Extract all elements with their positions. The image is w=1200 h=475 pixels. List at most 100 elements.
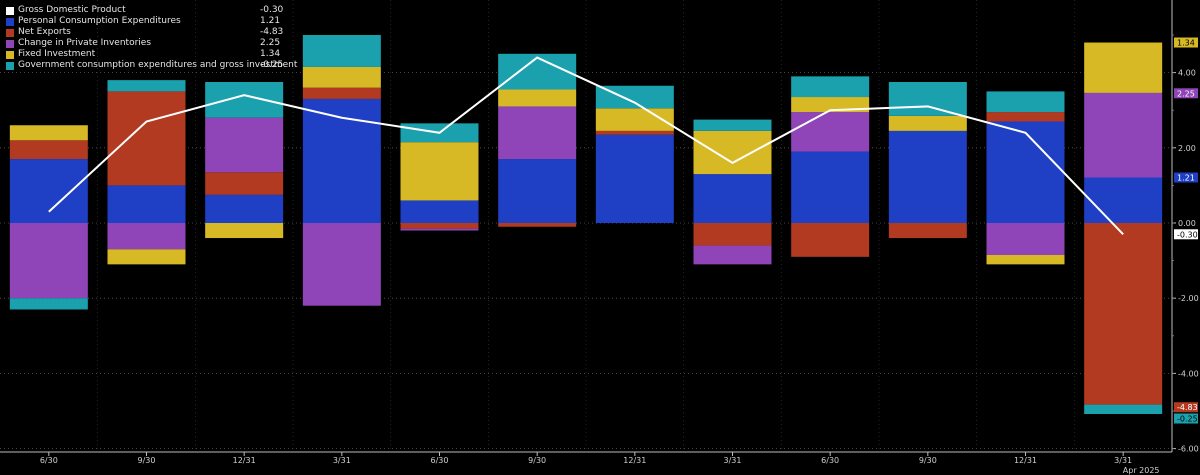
bar-segment	[888, 115, 967, 131]
bar-segment	[498, 89, 577, 107]
bar-segment	[693, 119, 772, 131]
bar-segment	[205, 82, 284, 118]
legend-value: -4.83	[260, 27, 284, 37]
value-tag-label: 2.25	[1177, 89, 1195, 98]
value-tag-label: 1.21	[1177, 174, 1195, 183]
bar-segment	[693, 245, 772, 265]
bar-segment	[107, 91, 186, 186]
y-tick-label: -4.00	[1178, 369, 1199, 378]
legend-value: 1.21	[260, 16, 281, 26]
value-tag-label: -4.83	[1177, 403, 1198, 412]
bar-segment	[498, 106, 577, 160]
bar-segment	[791, 151, 870, 223]
bar-segment	[400, 200, 479, 223]
bar-segment	[107, 185, 186, 223]
bar-segment	[107, 249, 186, 265]
bar-segment	[400, 223, 479, 229]
y-tick-label: -2.00	[1178, 294, 1199, 303]
bar-segment	[1084, 92, 1163, 178]
bar-segment	[693, 223, 772, 246]
value-tag-bg	[1174, 402, 1198, 413]
bar-segment	[9, 159, 88, 223]
bar-segment	[107, 223, 186, 250]
bar-segment	[888, 223, 967, 239]
bar-segment	[107, 80, 186, 92]
bar-segment	[888, 82, 967, 116]
bar-segment	[1084, 177, 1163, 223]
bar-segment	[595, 85, 674, 109]
bar-segment	[693, 130, 772, 175]
gdp-line-series	[48, 56, 1124, 235]
legend-item-fixed-investment: Fixed Investment 1.34	[6, 49, 290, 60]
legend-label: Net Exports	[18, 27, 71, 37]
y-tick-label: 2.00	[1178, 144, 1196, 153]
bar-segment	[791, 223, 870, 257]
legend-swatch	[6, 61, 14, 70]
value-tag-bg	[1174, 88, 1198, 99]
bar-segment	[205, 172, 284, 195]
y-axis: -6.00 -4.00 -2.00 0.00 2.00 4.00	[1171, 0, 1199, 454]
x-tick-label: 9/30	[138, 456, 156, 465]
x-tick-label: 12/31	[233, 456, 256, 465]
bar-segment	[9, 298, 88, 310]
bar-segment	[693, 174, 772, 223]
bar-segment	[9, 140, 88, 160]
bar-segment	[302, 223, 381, 306]
legend-swatch	[6, 50, 14, 59]
bar-segment	[205, 223, 284, 239]
bar-segment	[498, 159, 577, 223]
bar-segment	[9, 223, 88, 299]
x-tick-label: 12/31	[623, 456, 646, 465]
bar-segment	[595, 134, 674, 223]
x-tick-label: 6/30	[431, 456, 449, 465]
bar-segment	[9, 125, 88, 141]
bar-segment	[400, 228, 479, 231]
grid-lines	[0, 0, 1172, 452]
gdp-line	[48, 56, 1124, 235]
legend-swatch	[6, 39, 14, 48]
bar-segment	[595, 130, 674, 135]
x-tick-label: 6/30	[821, 456, 839, 465]
x-tick-label: 6/30	[40, 456, 58, 465]
bar-segment	[498, 223, 577, 227]
legend: Gross Domestic Product -0.30 Personal Co…	[6, 5, 298, 71]
legend-item-net-exports: Net Exports -4.83	[6, 27, 290, 38]
bar-segment	[986, 254, 1065, 265]
legend-value: 1.34	[260, 49, 281, 59]
right-value-tags: 1.34 2.25 1.21 -0.30 -4.83 -0.25	[1174, 37, 1198, 424]
bar-segment	[1084, 223, 1163, 405]
value-tag-bg	[1174, 37, 1198, 48]
legend-value: -0.30	[260, 5, 284, 15]
legend-swatch	[6, 6, 14, 15]
x-tick-label: 9/30	[919, 456, 937, 465]
value-tag-bg	[1174, 229, 1198, 240]
bar-segment	[791, 97, 870, 113]
value-tag-bg	[1174, 172, 1198, 183]
legend-label: Personal Consumption Expenditures	[18, 16, 181, 26]
bar-segment	[791, 112, 870, 152]
legend-item-pce: Personal Consumption Expenditures 1.21	[6, 16, 290, 27]
bar-segment	[205, 194, 284, 223]
bar-segment	[1084, 404, 1163, 415]
legend-label: Government consumption expenditures and …	[18, 60, 298, 70]
bar-segment	[205, 117, 284, 173]
legend-label: Gross Domestic Product	[18, 5, 126, 15]
legend-item-inventories: Change in Private Inventories 2.25	[6, 38, 290, 49]
value-tag-label: -0.25	[1177, 415, 1198, 424]
bar-segment	[986, 112, 1065, 122]
y-tick-label: 0.00	[1178, 219, 1196, 228]
x-tick-label: 3/31	[1114, 456, 1132, 465]
bar-segment	[498, 53, 577, 90]
legend-swatch	[6, 17, 14, 26]
y-tick-label: 4.00	[1178, 69, 1196, 78]
bar-segment	[986, 223, 1065, 255]
bar-segment	[791, 76, 870, 98]
bar-segment	[400, 142, 479, 201]
bar-segment	[986, 91, 1065, 113]
value-tag-label: 1.34	[1177, 39, 1195, 48]
x-sublabel: Apr 2025	[1123, 466, 1160, 475]
bar-segment	[302, 98, 381, 223]
x-tick-label: 12/31	[1014, 456, 1037, 465]
legend-value: -0.25	[260, 60, 284, 70]
